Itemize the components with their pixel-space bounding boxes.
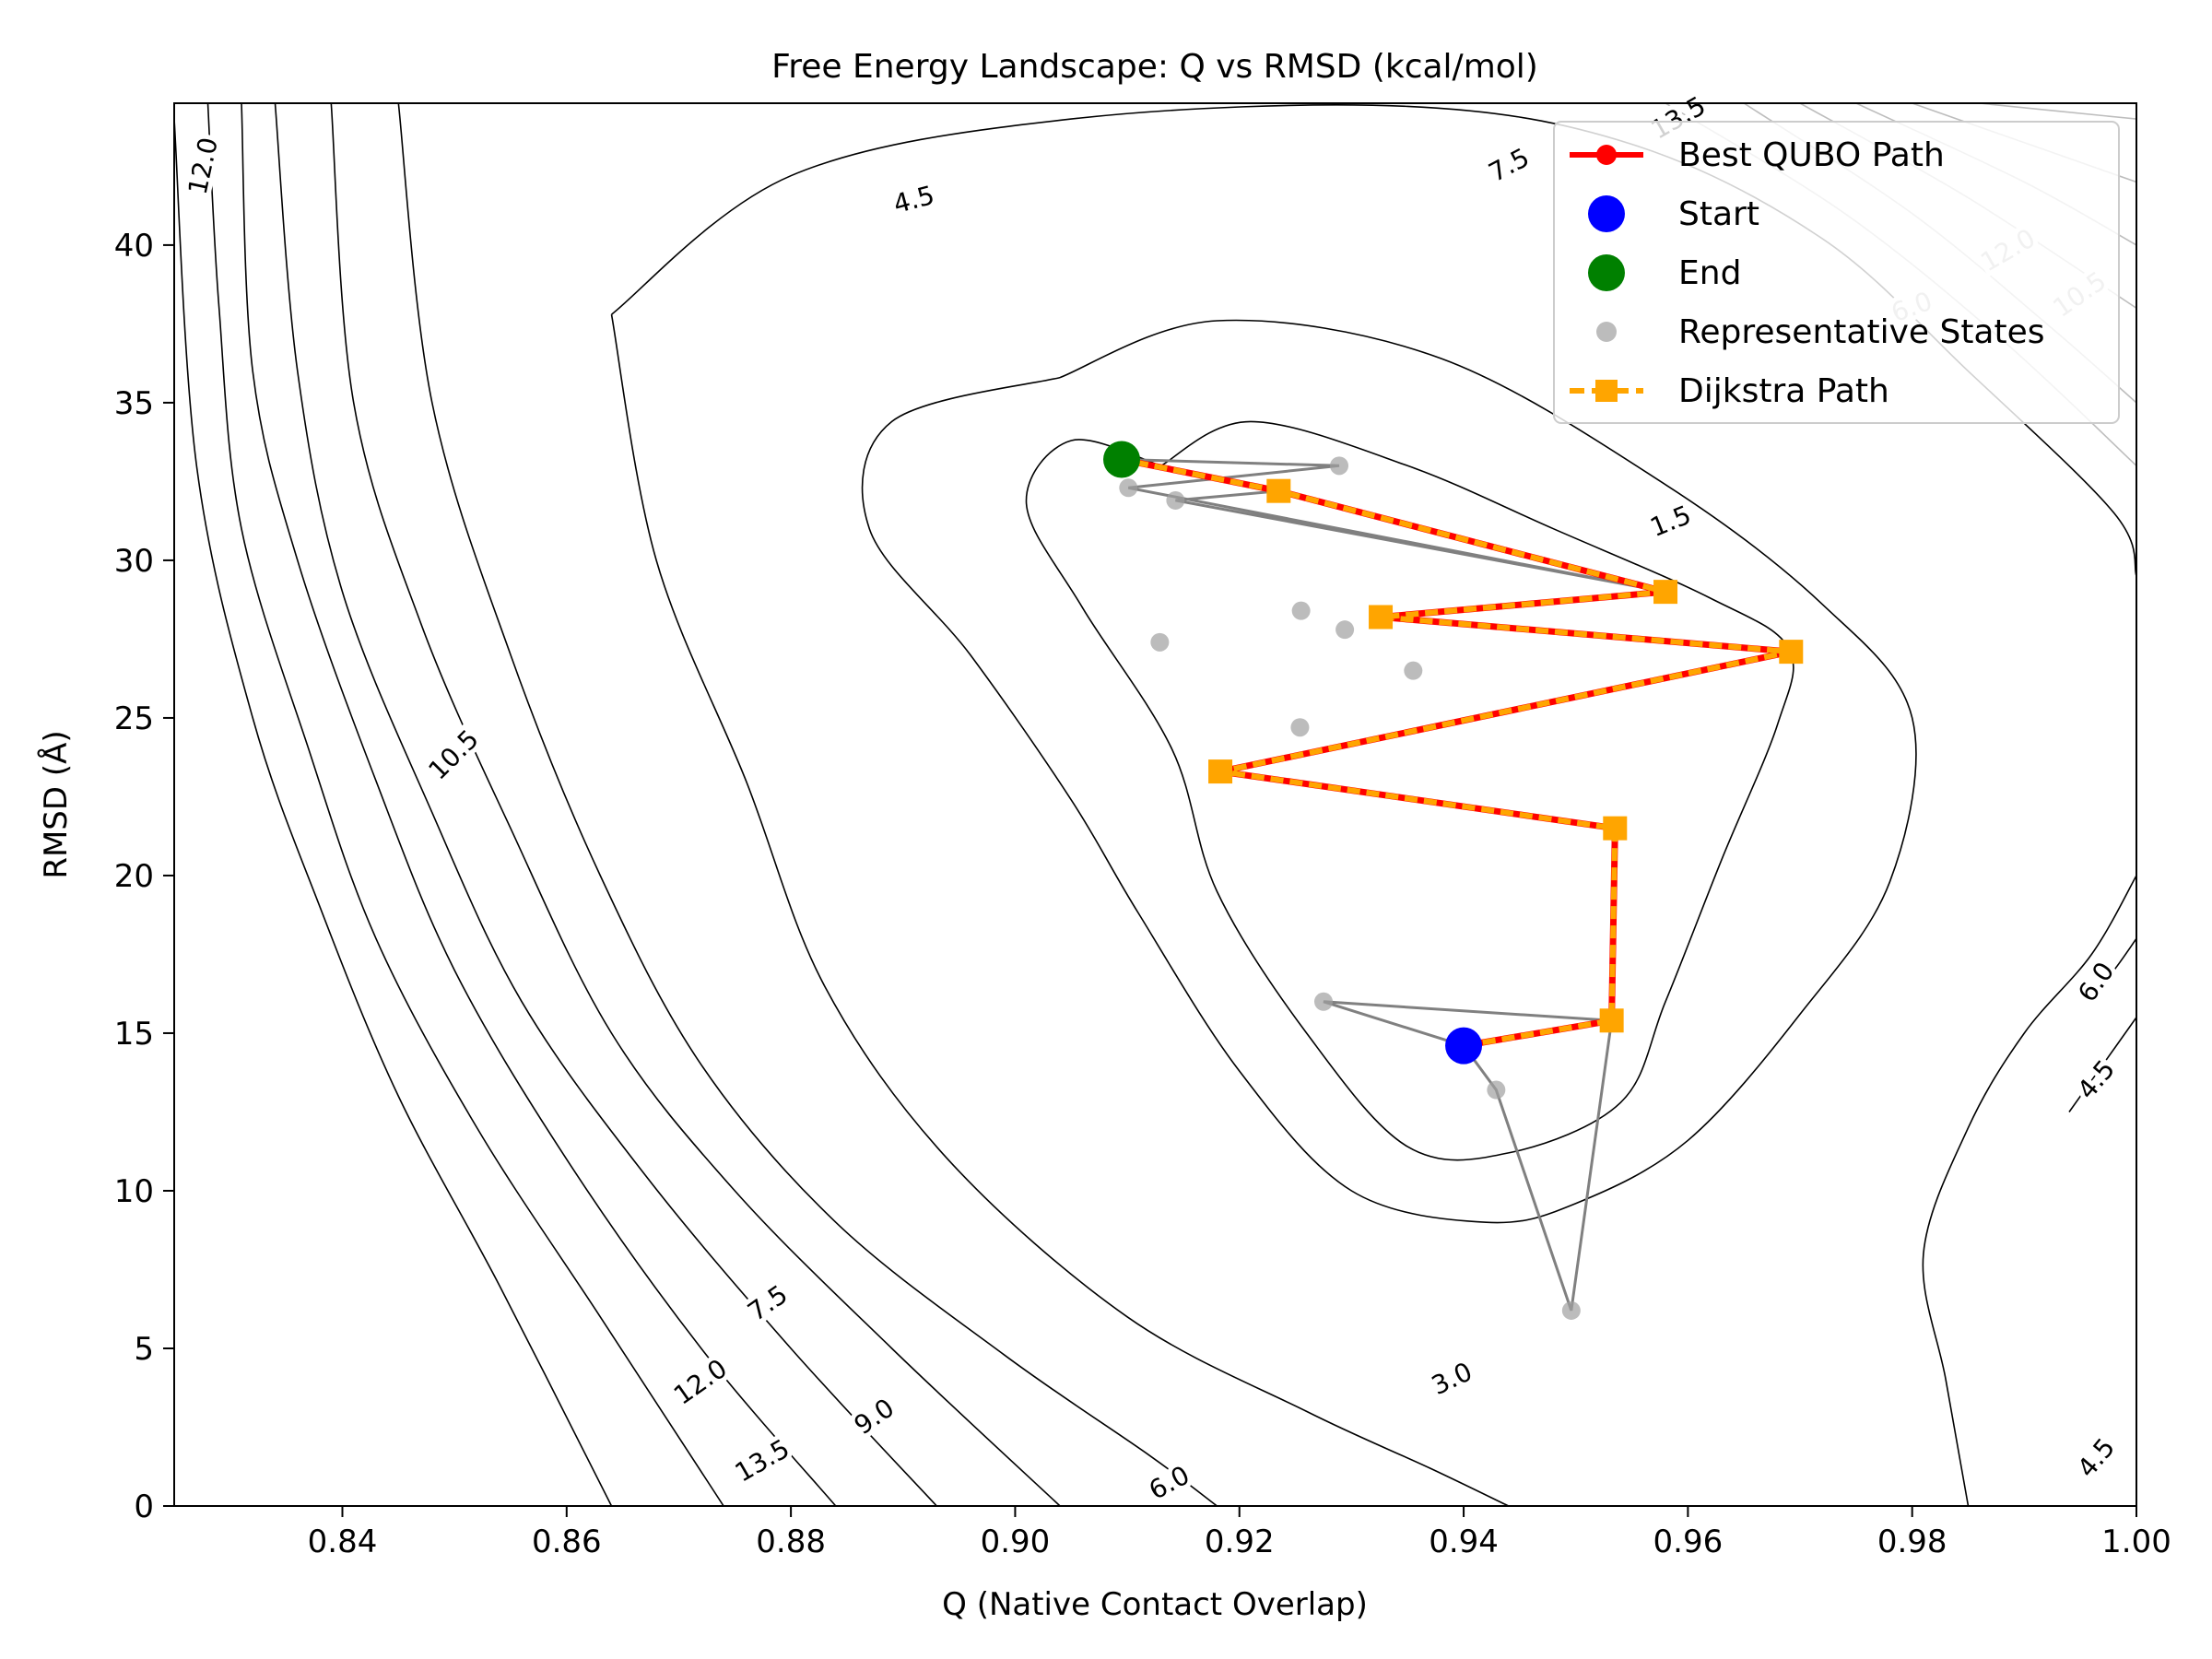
y-tick-label: 30 xyxy=(114,543,154,580)
legend-box xyxy=(1553,121,2120,424)
state-connection-line xyxy=(1121,458,1666,594)
legend-entry-start: Start xyxy=(1588,195,1759,233)
legend-label-best-qubo-path: Best QUBO Path xyxy=(1678,136,1945,174)
y-axis-label: RMSD (Å) xyxy=(37,730,75,878)
y-tick-label: 35 xyxy=(114,385,154,422)
y-tick-label: 25 xyxy=(114,700,154,737)
y-tick-label: 40 xyxy=(114,228,154,265)
dijkstra-path-point xyxy=(1208,759,1233,784)
chart-title: Free Energy Landscape: Q vs RMSD (kcal/m… xyxy=(771,48,1538,86)
dijkstra-path-point xyxy=(1369,605,1394,629)
legend-marker-dijkstra xyxy=(1595,380,1618,402)
representative-state-point xyxy=(1313,992,1333,1011)
endpoints xyxy=(1103,441,1483,1065)
y-tick-label: 15 xyxy=(114,1016,154,1053)
x-axis-label: Q (Native Contact Overlap) xyxy=(942,1586,1368,1623)
legend-marker-start xyxy=(1588,195,1625,232)
end-point xyxy=(1103,441,1141,478)
contour-line-4-5 xyxy=(2068,1017,2136,1112)
legend-entry-best-qubo-path: Best QUBO Path xyxy=(1570,136,1945,174)
dijkstra-path-point xyxy=(1779,640,1804,665)
legend-entry-end: End xyxy=(1588,254,1741,292)
paths xyxy=(1110,447,1804,1058)
y-axis-ticks: 0 5 10 15 20 25 30 35 40 xyxy=(114,228,174,1525)
x-tick-label: 0.86 xyxy=(532,1524,602,1560)
representative-state-point xyxy=(1150,632,1170,652)
y-tick-label: 20 xyxy=(114,858,154,895)
plot-frame xyxy=(173,102,2137,1507)
x-tick-label: 0.84 xyxy=(308,1524,378,1560)
contour-line-3-0 xyxy=(1922,875,2136,1506)
x-tick-label: 0.96 xyxy=(1653,1524,1724,1560)
representative-state-point xyxy=(1561,1300,1581,1320)
x-tick-label: 0.90 xyxy=(981,1524,1051,1560)
representative-state-point xyxy=(1119,478,1138,498)
legend-label-start: Start xyxy=(1678,195,1759,233)
legend-marker-best-qubo xyxy=(1596,145,1617,165)
x-tick-label: 0.92 xyxy=(1205,1524,1275,1560)
contour-line-1-5 xyxy=(1025,420,1794,1161)
representative-state-point xyxy=(1330,456,1349,476)
dijkstra-path-point xyxy=(1603,816,1628,841)
contour-line-3-0 xyxy=(861,319,1917,1224)
legend-entry-dijkstra-path: Dijkstra Path xyxy=(1570,372,1889,410)
contour-line-7-5 xyxy=(330,103,1061,1506)
representative-state-point xyxy=(1487,1080,1506,1100)
x-tick-label: 0.94 xyxy=(1429,1524,1499,1560)
contour-line-13-5 xyxy=(174,119,613,1506)
x-tick-label: 1.00 xyxy=(2101,1524,2171,1560)
representative-state-point xyxy=(1335,620,1355,640)
y-tick-label: 5 xyxy=(134,1331,154,1368)
legend-marker-end xyxy=(1588,254,1625,291)
contour-line-4-5 xyxy=(610,314,1510,1506)
contour-line-6-0 xyxy=(2090,937,2136,996)
contour-line-6-0 xyxy=(397,103,1218,1506)
contour-line-13-5 xyxy=(1979,103,2136,120)
representative-state-point xyxy=(1166,490,1185,510)
dijkstra-path-point xyxy=(1266,478,1291,503)
contour-line-12-0 xyxy=(206,103,724,1506)
legend: Best QUBO Path Start End Representative … xyxy=(1553,121,2120,424)
x-tick-label: 0.98 xyxy=(1877,1524,1947,1560)
y-tick-label: 10 xyxy=(114,1173,154,1210)
contour-line-10-5 xyxy=(241,103,837,1506)
legend-entry-representative-states: Representative States xyxy=(1596,313,2045,351)
legend-marker-representative xyxy=(1596,322,1617,342)
x-tick-label: 0.88 xyxy=(756,1524,826,1560)
legend-label-representative-states: Representative States xyxy=(1678,313,2045,351)
legend-label-dijkstra-path: Dijkstra Path xyxy=(1678,372,1889,410)
start-point xyxy=(1445,1027,1483,1065)
dijkstra-path-point xyxy=(1599,1008,1624,1033)
y-tick-label: 0 xyxy=(134,1488,154,1525)
representative-state-point xyxy=(1291,601,1311,620)
dijkstra-path-point xyxy=(1653,580,1678,605)
representative-state-point xyxy=(1404,661,1423,680)
representative-state-point xyxy=(1290,718,1310,737)
legend-label-end: End xyxy=(1678,254,1741,292)
contour-line-9-0 xyxy=(274,103,937,1506)
x-axis-ticks: 0.84 0.86 0.88 0.90 0.92 0.94 0.96 0.98 1.00 xyxy=(308,1506,2171,1560)
